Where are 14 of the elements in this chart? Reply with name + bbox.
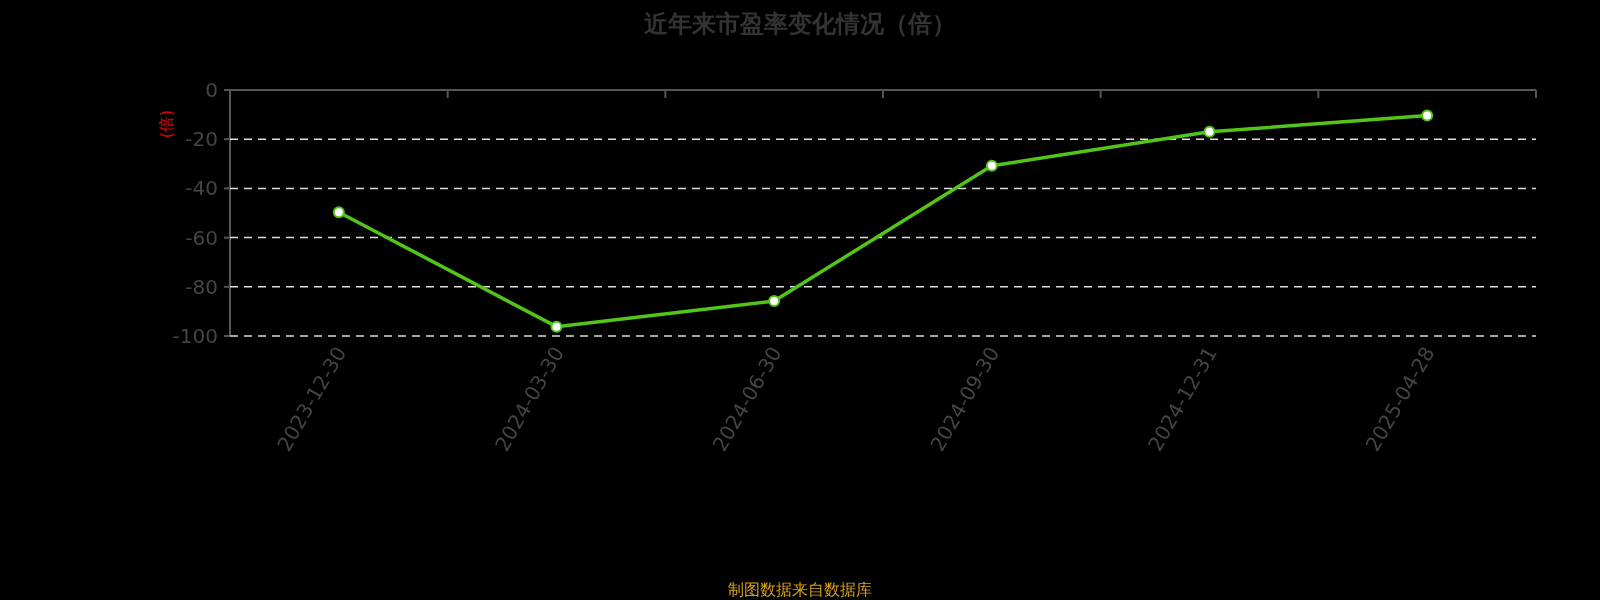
y-tick-label: -20	[185, 127, 218, 152]
y-tick-label: -100	[172, 324, 218, 348]
point	[332, 206, 345, 219]
point	[1203, 125, 1216, 138]
point	[985, 159, 998, 172]
point	[550, 320, 563, 333]
y-tick-label: -60	[185, 225, 218, 250]
y-tick-label: 0	[205, 78, 218, 102]
y-axis-title: (倍)	[157, 109, 176, 139]
y-tick-label: -80	[185, 274, 218, 299]
y-tick-label: -40	[185, 176, 218, 201]
text: 制图数据来自数据库	[728, 580, 872, 599]
point	[1421, 109, 1434, 122]
point	[768, 295, 781, 308]
